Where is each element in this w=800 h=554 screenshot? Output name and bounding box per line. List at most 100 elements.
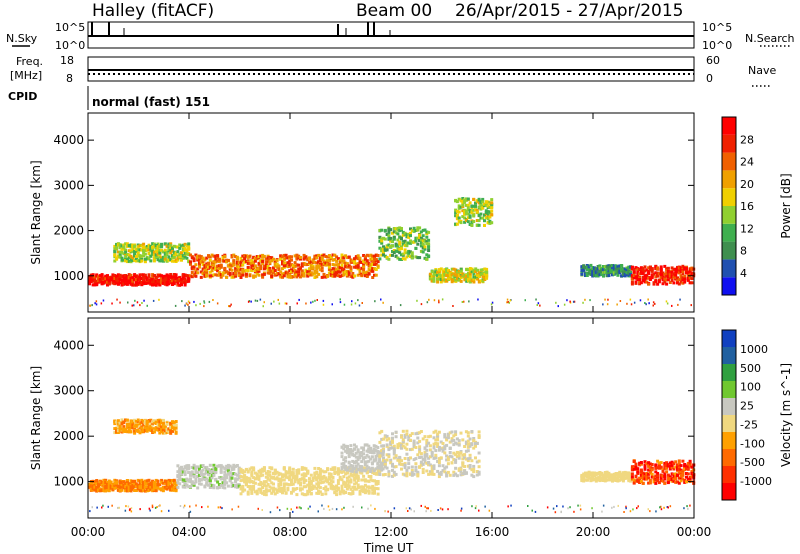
velocity-echo-pixel bbox=[351, 469, 355, 473]
velocity-echo-pixel bbox=[432, 446, 436, 450]
velocity-echo-pixel bbox=[158, 428, 162, 431]
velocity-echo-pixel bbox=[273, 469, 277, 473]
power-near-range-dot bbox=[212, 299, 214, 301]
power-echo-pixel bbox=[183, 274, 187, 278]
power-echo-pixel bbox=[483, 271, 487, 275]
velocity-echo-pixel bbox=[176, 485, 180, 489]
velocity-echo-pixel bbox=[93, 488, 97, 492]
power-echo-pixel bbox=[250, 262, 254, 265]
power-echo-pixel bbox=[459, 271, 463, 275]
velocity-echo-pixel bbox=[365, 460, 369, 464]
velocity-echo-pixel bbox=[373, 486, 376, 490]
velocity-echo-pixel bbox=[403, 457, 407, 460]
power-echo-pixel bbox=[461, 203, 465, 207]
power-echo-pixel bbox=[290, 255, 293, 259]
power-echo-pixel bbox=[221, 273, 225, 277]
velocity-echo-pixel bbox=[133, 431, 137, 435]
power-echo-pixel bbox=[133, 278, 137, 282]
power-echo-pixel bbox=[161, 279, 165, 282]
velocity-echo-pixel bbox=[291, 473, 295, 477]
power-echo-pixel bbox=[627, 271, 631, 275]
velocity-echo-pixel bbox=[235, 473, 239, 477]
velocity-echo-pixel bbox=[152, 483, 156, 487]
power-echo-pixel bbox=[335, 263, 339, 267]
power-near-range-dot bbox=[589, 299, 591, 302]
velocity-echo-pixel bbox=[169, 486, 173, 490]
velocity-echo-pixel bbox=[340, 455, 344, 459]
power-echo-pixel bbox=[88, 276, 91, 280]
velocity-echo-pixel bbox=[194, 477, 198, 481]
power-echo-pixel bbox=[485, 276, 489, 280]
velocity-echo-pixel bbox=[589, 471, 593, 475]
velocity-echo-pixel bbox=[116, 425, 120, 429]
velocity-echo-pixel bbox=[369, 486, 373, 490]
power-echo-pixel bbox=[239, 276, 243, 279]
power-echo-pixel bbox=[279, 275, 283, 279]
power-echo-pixel bbox=[127, 273, 131, 277]
power-echo-pixel bbox=[329, 271, 333, 275]
power-echo-pixel bbox=[248, 254, 252, 258]
power-echo-pixel bbox=[464, 218, 468, 222]
power-near-range-dot bbox=[602, 303, 604, 306]
velocity-echo-pixel bbox=[448, 447, 452, 450]
velocity-echo-pixel bbox=[380, 444, 384, 448]
velocity-echo-pixel bbox=[196, 465, 200, 469]
power-echo-pixel bbox=[172, 259, 176, 263]
power-echo-pixel bbox=[582, 268, 586, 272]
velocity-echo-pixel bbox=[587, 473, 591, 477]
power-echo-pixel bbox=[416, 256, 420, 260]
power-echo-pixel bbox=[216, 269, 220, 273]
power-echo-pixel bbox=[147, 252, 151, 256]
velocity-echo-pixel bbox=[136, 483, 140, 487]
velocity-echo-pixel bbox=[436, 442, 440, 446]
power-echo-pixel bbox=[389, 228, 393, 232]
power-echo-pixel bbox=[228, 263, 232, 267]
power-echo-pixel bbox=[286, 256, 290, 260]
velocity-echo-pixel bbox=[326, 487, 330, 491]
power-near-range-dot bbox=[361, 302, 363, 304]
velocity-echo-pixel bbox=[428, 444, 432, 448]
power-echo-pixel bbox=[107, 276, 111, 280]
power-echo-pixel bbox=[315, 267, 319, 271]
power-echo-pixel bbox=[663, 264, 667, 268]
power-echo-pixel bbox=[596, 265, 600, 268]
velocity-echo-pixel bbox=[156, 484, 160, 488]
power-echo-pixel bbox=[167, 282, 171, 286]
power-echo-pixel bbox=[131, 276, 135, 280]
velocity-echo-pixel bbox=[264, 471, 268, 475]
velocity-echo-pixel bbox=[268, 478, 272, 482]
power-echo-pixel bbox=[125, 282, 129, 286]
power-echo-pixel bbox=[122, 274, 126, 278]
power-echo-pixel bbox=[129, 249, 133, 253]
velocity-echo-pixel bbox=[475, 473, 479, 477]
power-echo-pixel bbox=[641, 267, 645, 271]
power-echo-pixel bbox=[311, 264, 315, 268]
power-near-range-dot bbox=[203, 305, 205, 308]
power-echo-pixel bbox=[124, 259, 128, 263]
power-echo-pixel bbox=[463, 199, 467, 203]
velocity-echo-pixel bbox=[284, 475, 288, 479]
power-echo-pixel bbox=[611, 266, 614, 270]
power-echo-pixel bbox=[459, 269, 463, 273]
velocity-echo-pixel bbox=[584, 474, 587, 478]
velocity-echo-pixel bbox=[138, 422, 142, 425]
power-echo-pixel bbox=[165, 283, 169, 287]
power-echo-pixel bbox=[421, 234, 425, 238]
velocity-echo-pixel bbox=[185, 483, 189, 487]
power-echo-pixel bbox=[437, 273, 441, 277]
power-echo-pixel bbox=[129, 258, 133, 262]
power-echo-pixel bbox=[167, 249, 171, 253]
velocity-echo-pixel bbox=[391, 468, 394, 472]
power-echo-pixel bbox=[398, 226, 402, 230]
velocity-echo-pixel bbox=[244, 476, 248, 480]
power-echo-pixel bbox=[470, 267, 474, 271]
power-echo-pixel bbox=[203, 264, 207, 268]
power-echo-pixel bbox=[163, 254, 167, 258]
power-echo-pixel bbox=[434, 273, 438, 277]
power-echo-pixel bbox=[358, 256, 362, 260]
power-echo-pixel bbox=[181, 280, 185, 284]
velocity-echo-pixel bbox=[165, 480, 169, 484]
velocity-echo-pixel bbox=[472, 470, 476, 474]
velocity-echo-pixel bbox=[106, 481, 109, 484]
velocity-echo-pixel bbox=[414, 446, 418, 449]
